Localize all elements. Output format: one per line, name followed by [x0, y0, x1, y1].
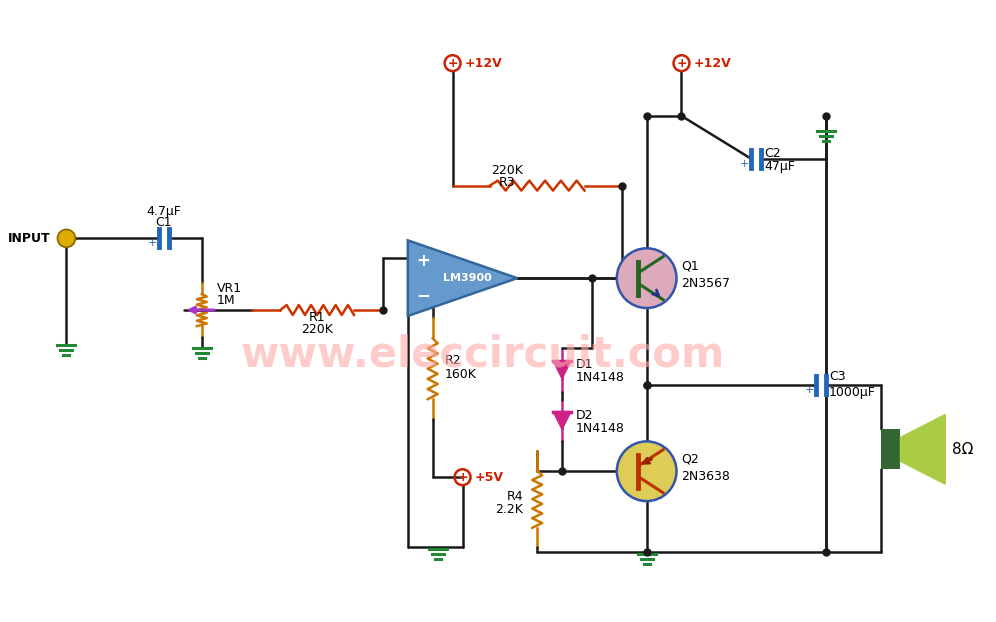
Text: +12V: +12V: [464, 57, 502, 70]
Text: 47μF: 47μF: [764, 160, 795, 173]
Text: www.eleccircuit.com: www.eleccircuit.com: [240, 334, 724, 376]
Text: Q1: Q1: [681, 260, 699, 272]
Polygon shape: [553, 361, 571, 379]
Text: −: −: [415, 286, 429, 304]
Text: 8Ω: 8Ω: [952, 442, 973, 457]
Text: VR1: VR1: [217, 282, 242, 295]
Text: +: +: [457, 471, 468, 484]
Text: R3: R3: [499, 175, 516, 188]
Polygon shape: [553, 412, 571, 429]
Text: 1M: 1M: [217, 294, 235, 307]
Text: INPUT: INPUT: [8, 232, 51, 245]
Text: R2: R2: [444, 355, 461, 367]
Polygon shape: [900, 414, 945, 484]
Text: 160K: 160K: [444, 368, 476, 381]
Text: C2: C2: [764, 147, 781, 160]
Text: 220K: 220K: [491, 164, 523, 177]
Text: +5V: +5V: [474, 471, 504, 484]
Text: R1: R1: [309, 311, 326, 324]
Text: LM3900: LM3900: [443, 273, 492, 283]
Text: 220K: 220K: [302, 323, 334, 336]
Bar: [880, 429, 900, 469]
Text: C1: C1: [155, 216, 172, 230]
Circle shape: [617, 248, 676, 308]
Text: 4.7μF: 4.7μF: [146, 205, 181, 218]
Text: +: +: [447, 57, 458, 70]
Text: 2N3567: 2N3567: [681, 277, 730, 290]
Text: 1N4148: 1N4148: [576, 422, 624, 435]
Text: +: +: [740, 159, 749, 169]
Text: +: +: [805, 384, 814, 394]
Circle shape: [617, 442, 676, 501]
Text: 1N4148: 1N4148: [576, 371, 624, 384]
Text: 2.2K: 2.2K: [495, 503, 523, 516]
Text: Q2: Q2: [681, 453, 699, 466]
Text: +: +: [415, 252, 429, 270]
Text: D2: D2: [576, 409, 594, 422]
Text: +: +: [147, 238, 157, 248]
Polygon shape: [407, 240, 517, 316]
Text: 1000μF: 1000μF: [829, 386, 875, 399]
Text: D1: D1: [576, 358, 594, 371]
Text: +12V: +12V: [693, 57, 731, 70]
Text: C3: C3: [829, 370, 846, 383]
Text: +: +: [676, 57, 687, 70]
Text: R4: R4: [507, 490, 523, 503]
Text: 2N3638: 2N3638: [681, 470, 730, 483]
Circle shape: [58, 230, 76, 248]
